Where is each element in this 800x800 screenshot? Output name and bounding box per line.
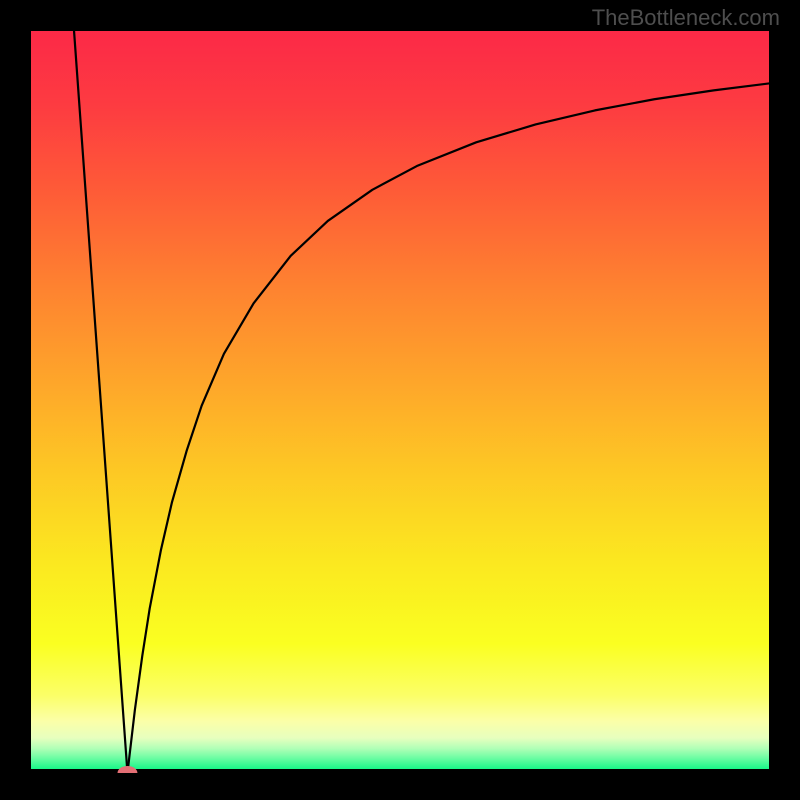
minimum-marker — [117, 766, 137, 773]
plot-frame — [29, 29, 771, 771]
chart-stage: TheBottleneck.com — [0, 0, 800, 800]
watermark-text: TheBottleneck.com — [592, 5, 780, 31]
curve-left-branch — [74, 31, 127, 773]
chart-svg-layer — [31, 31, 773, 773]
curve-right-branch — [127, 83, 773, 773]
